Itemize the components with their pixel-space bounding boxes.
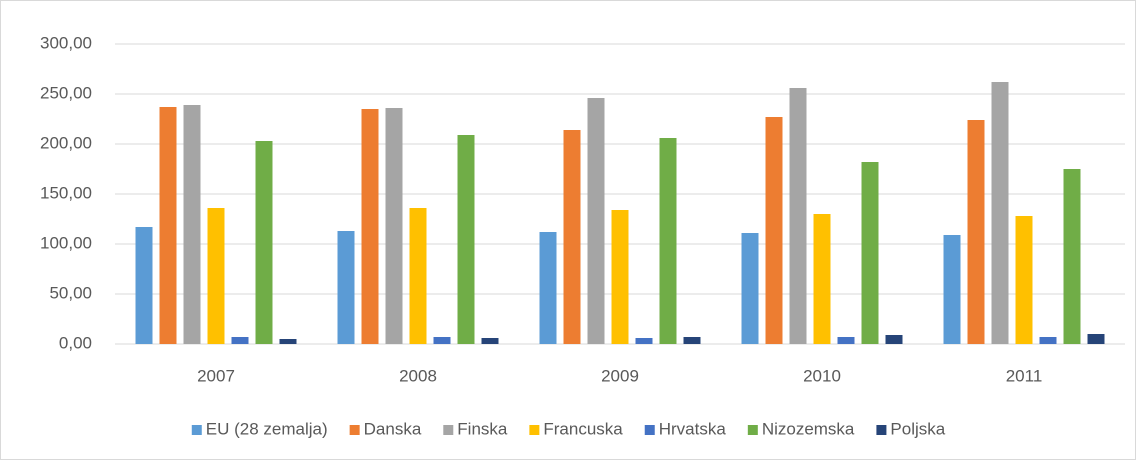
legend-swatch [747, 425, 758, 435]
bar [337, 231, 355, 344]
bar [207, 208, 225, 344]
bar [279, 339, 297, 344]
bar [741, 233, 759, 344]
y-tick-label: 50,00 [49, 283, 92, 302]
legend-swatch [443, 425, 454, 435]
legend-label: Hrvatska [659, 419, 727, 438]
bar [481, 338, 499, 344]
bar [563, 130, 581, 344]
y-tick-label: 250,00 [40, 83, 92, 102]
bar [587, 98, 605, 344]
y-tick-label: 300,00 [40, 33, 92, 52]
legend-swatch [876, 425, 887, 435]
legend-label: Francuska [543, 419, 623, 438]
bar [789, 88, 807, 344]
legend-label: Danska [364, 419, 422, 438]
bar [539, 232, 557, 344]
bar [967, 120, 985, 344]
bar [837, 337, 855, 344]
legend-label: EU (28 zemalja) [206, 419, 328, 438]
legend-swatch [191, 425, 202, 435]
bar [635, 338, 653, 344]
bar [385, 108, 403, 344]
bar [433, 337, 451, 344]
bar [611, 210, 629, 344]
bar [659, 138, 677, 344]
legend-swatch [349, 425, 360, 435]
bar [183, 105, 201, 344]
bar [991, 82, 1009, 344]
bar [683, 337, 701, 344]
bar [943, 235, 961, 344]
bar [159, 107, 177, 344]
legend-label: Poljska [890, 419, 945, 438]
x-tick-label: 2010 [803, 366, 841, 385]
bar [457, 135, 475, 344]
bar [231, 337, 249, 344]
bar [255, 141, 273, 344]
bar [1039, 337, 1057, 344]
legend-label: Nizozemska [762, 419, 855, 438]
bar [861, 162, 879, 344]
x-tick-label: 2008 [399, 366, 437, 385]
bar [813, 214, 831, 344]
x-tick-label: 2011 [1006, 366, 1043, 385]
legend-swatch [529, 425, 540, 435]
bar [885, 335, 903, 344]
bar [765, 117, 783, 344]
bar [135, 227, 153, 344]
y-tick-label: 150,00 [40, 183, 92, 202]
y-tick-label: 200,00 [40, 133, 92, 152]
y-tick-label: 0,00 [59, 333, 92, 352]
bar [361, 109, 379, 344]
legend-swatch [644, 425, 655, 435]
bar [1015, 216, 1033, 344]
y-tick-label: 100,00 [40, 233, 92, 252]
legend-label: Finska [457, 419, 508, 438]
bar [1063, 169, 1081, 344]
bar [1087, 334, 1105, 344]
x-tick-label: 2009 [601, 366, 639, 385]
bar [409, 208, 427, 344]
x-tick-label: 2007 [197, 366, 235, 385]
